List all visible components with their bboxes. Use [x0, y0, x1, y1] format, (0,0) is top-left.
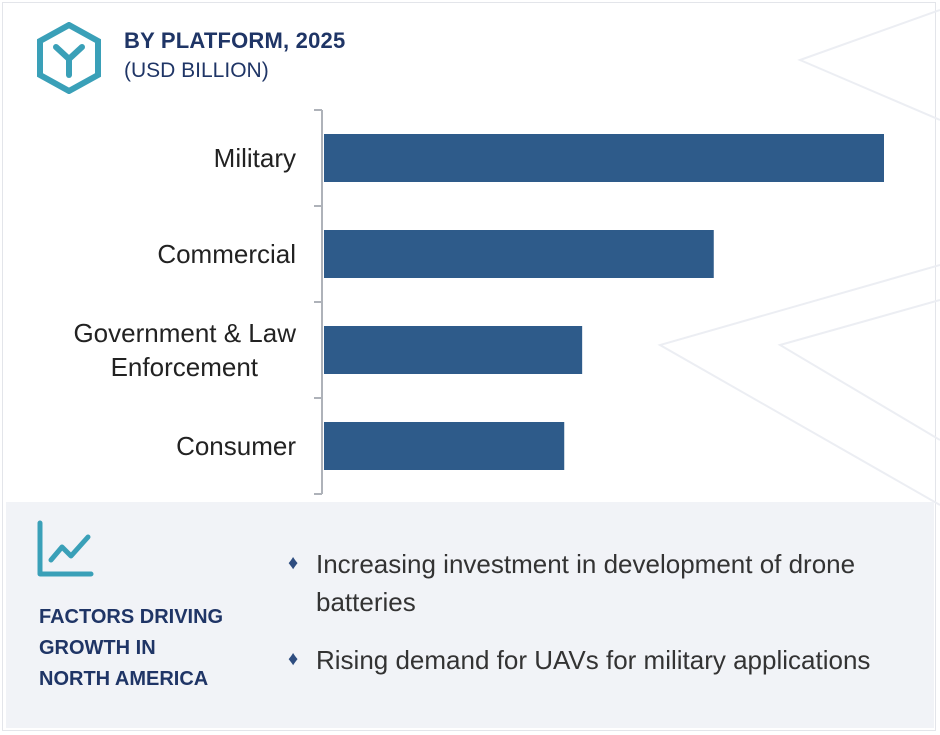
bar-chart: Military Commercial Government & Law Enforc… [73, 109, 884, 495]
bar-2 [324, 230, 714, 278]
chart-subtitle: (USD BILLION) [124, 59, 269, 82]
line-chart-icon [37, 520, 94, 577]
bar-1 [324, 134, 884, 182]
diamond-bullet-icon: ♦ [288, 552, 299, 574]
bar-4 [324, 422, 565, 470]
diamond-bullet-icon: ♦ [288, 648, 299, 670]
category-label: Commercial [157, 239, 296, 269]
factor-item-2: ♦ Rising demand for UAVs for military ap… [288, 642, 908, 679]
factor-item-text: Increasing investment in development of … [316, 549, 856, 617]
category-label: Government & Law [73, 318, 296, 348]
chart-title: BY PLATFORM, 2025 [124, 28, 346, 53]
bar-3 [324, 326, 583, 374]
factor-item-text: Rising demand for UAVs for military appl… [316, 645, 871, 675]
category-label: Military [214, 143, 296, 173]
category-label: Enforcement [111, 352, 259, 382]
factors-title: FACTORS DRIVING GROWTH IN NORTH AMERICA [39, 606, 224, 690]
category-label: Consumer [176, 431, 296, 461]
hexagon-y-logo-icon [37, 22, 101, 94]
factor-item-1: ♦ Increasing investment in development o… [288, 546, 908, 621]
factors-panel [6, 502, 934, 728]
